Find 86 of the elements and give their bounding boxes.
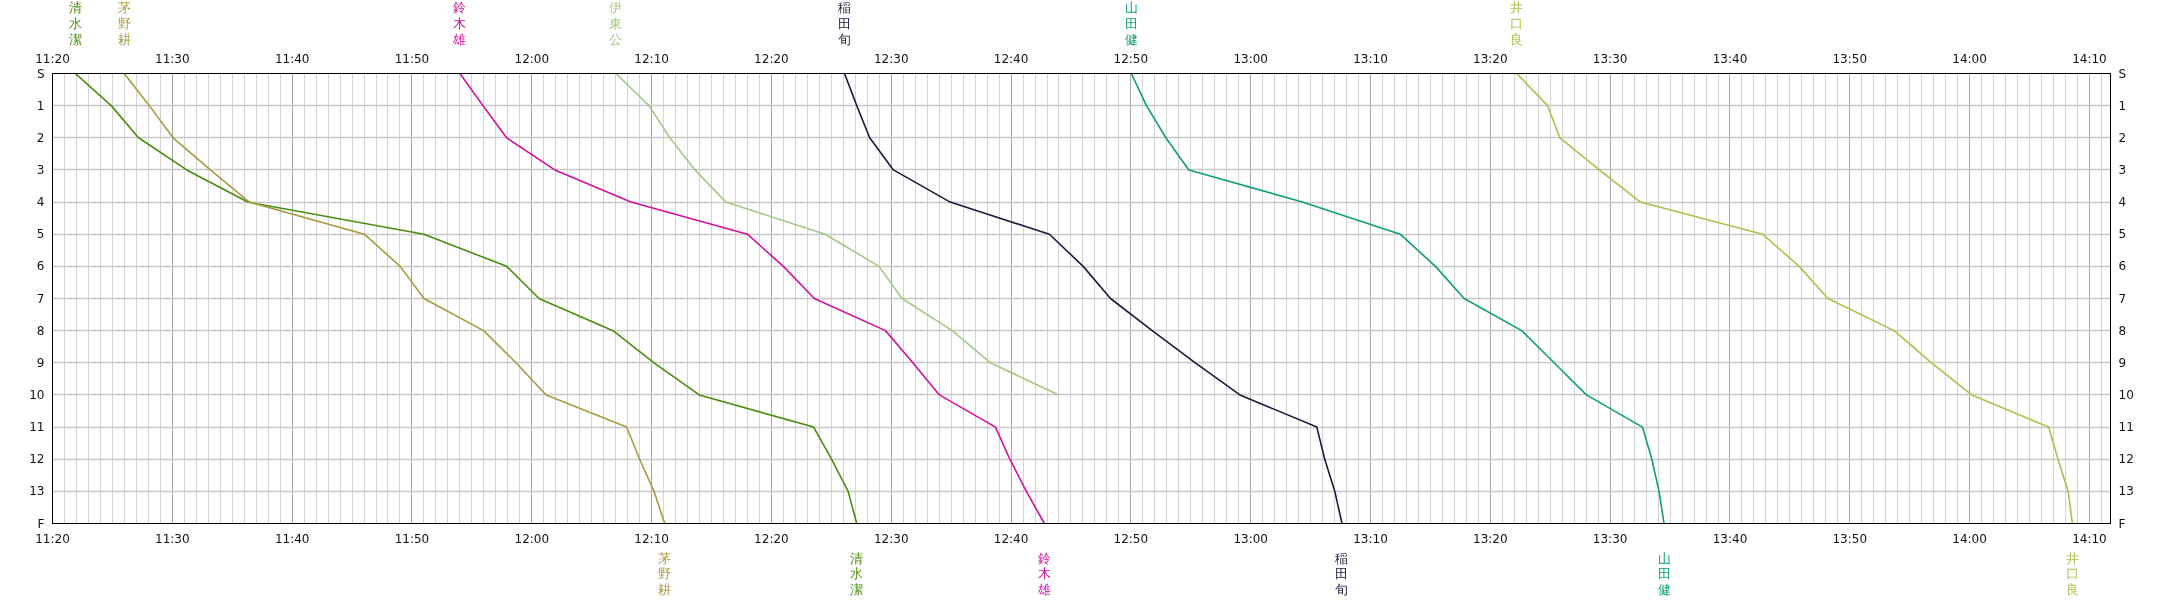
y2-tick-label: 13 [2118,484,2134,499]
x2-tick-label: 11:20 [35,531,70,546]
x2-tick-label: 14:10 [2072,531,2107,546]
text: 伊東公 [609,0,623,47]
x2-tick-label: 12:10 [634,531,669,546]
x2-tick-label: 13:30 [1592,531,1628,546]
x2-tick-label: 11:40 [274,531,310,546]
line-series [74,73,858,524]
y2-tick-label: 11 [2118,420,2134,435]
y-tick-label: 6 [36,259,45,274]
x2-tick-label: 11:30 [155,531,190,546]
x2-tick-label: 13:40 [1712,531,1748,546]
line-series [615,73,1060,396]
y2-tick-label: 4 [2118,195,2127,210]
y2-tick-label: 6 [2118,259,2127,274]
x2-tick-label: 12:30 [873,531,909,546]
y-tick-label: 5 [36,227,45,242]
x-tick-label: 13:30 [1592,51,1628,66]
x-tick-label: 12:20 [754,51,789,66]
text: 井口良 [2065,550,2079,597]
x2-tick-label: 13:10 [1353,531,1388,546]
y2-tick-label: 5 [2118,227,2127,242]
y-tick-label: 2 [36,130,45,145]
y2-tick-label: 12 [2118,452,2134,467]
y2-tick-label: 7 [2118,291,2127,306]
text: 井口良 [1510,0,1524,47]
y-tick-label: 12 [29,452,45,467]
x-tick-label: 12:40 [993,51,1029,66]
y-tick-label: 1 [36,98,45,113]
y2-tick-label: 10 [2118,387,2134,402]
y-tick-label: 13 [29,484,45,499]
x-tick-label: 11:20 [35,51,70,66]
y-tick-label: 8 [36,323,45,338]
x-tick-label: 12:00 [514,51,550,66]
text: 清水潔 [68,0,82,47]
y2-tick-label: S [2118,66,2127,81]
x-tick-label: 13:00 [1233,51,1268,66]
y2-tick-label: 8 [2118,323,2127,338]
y2-tick-label: F [2118,516,2126,531]
y-tick-label: 9 [36,355,45,370]
x-tick-label: 11:40 [274,51,310,66]
x-tick-label: 14:00 [1952,51,1987,66]
y2-tick-label: 3 [2118,162,2127,177]
y-tick-label: 10 [29,387,45,402]
line-series [1130,73,1665,524]
x-tick-label: 13:20 [1473,51,1508,66]
x2-tick-label: 11:50 [394,531,430,546]
x2-tick-label: 12:00 [514,531,550,546]
x-tick-label: 13:10 [1353,51,1388,66]
y-tick-label: S [36,66,45,81]
y-tick-label: 3 [36,162,45,177]
x-tick-label: 11:50 [394,51,430,66]
x-tick-label: 14:10 [2072,51,2107,66]
x2-tick-label: 12:20 [754,531,789,546]
text: 茅野耕 [117,0,131,47]
y2-tick-label: 1 [2118,98,2127,113]
line-series [843,73,1343,524]
x-tick-label: 12:10 [634,51,669,66]
text: 稲田旬 [1335,550,1349,597]
x2-tick-label: 14:00 [1952,531,1987,546]
text: 稲田旬 [838,0,852,47]
x-tick-label: 12:50 [1113,51,1149,66]
x2-tick-label: 13:00 [1233,531,1268,546]
y2-tick-label: 2 [2118,130,2127,145]
x2-tick-label: 13:20 [1473,531,1508,546]
y2-tick-label: 9 [2118,355,2127,370]
x2-tick-label: 12:50 [1113,531,1149,546]
text: 鈴木雄 [452,0,467,47]
y-tick-label: 11 [29,420,45,435]
line-series [459,73,1046,524]
line-series [1515,73,2074,524]
x-tick-label: 12:30 [873,51,909,66]
y-tick-label: 4 [36,195,45,210]
x2-tick-label: 12:40 [993,531,1029,546]
x-tick-label: 13:40 [1712,51,1748,66]
x2-tick-label: 13:50 [1832,531,1868,546]
x-tick-label: 11:30 [155,51,190,66]
text: 鈴木雄 [1037,550,1051,597]
y-tick-label: 7 [36,291,45,306]
text: 清水潔 [850,550,864,597]
x-tick-label: 13:50 [1832,51,1868,66]
text: 山田健 [1657,550,1671,597]
text: 茅野耕 [658,550,672,597]
y-tick-label: F [37,516,45,531]
line-series [123,73,666,524]
text: 山田健 [1124,0,1138,47]
